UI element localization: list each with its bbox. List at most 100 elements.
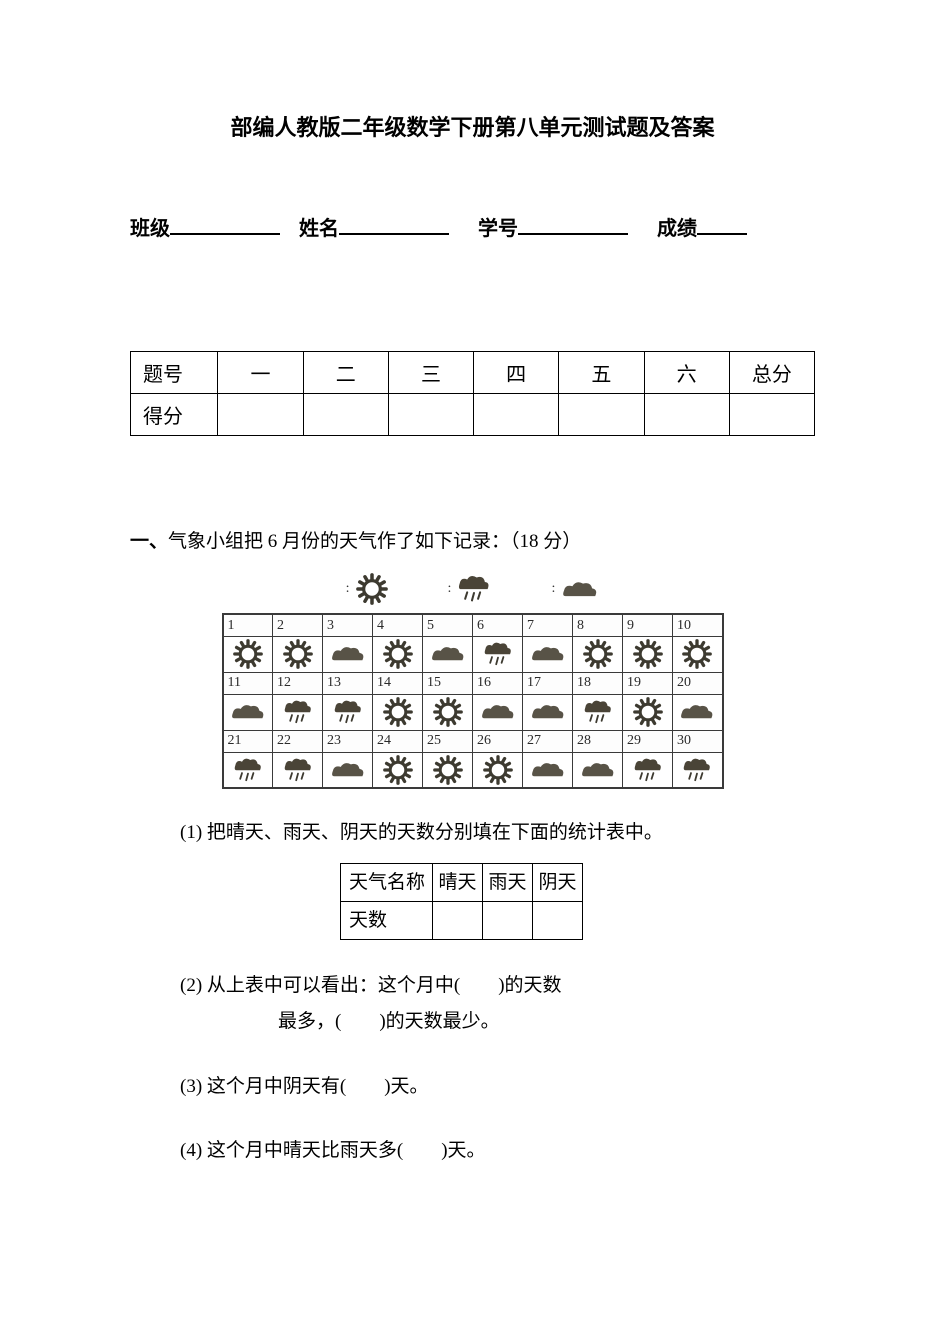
sunny-icon: [373, 636, 423, 672]
calendar-daynum: 8: [573, 614, 623, 636]
calendar-daynum: 30: [673, 730, 723, 752]
calendar-daynum-row: 12345678910: [223, 614, 723, 636]
cell-empty[interactable]: [303, 394, 388, 436]
score-table: 题号 一 二 三 四 五 六 总分 得分: [130, 351, 815, 436]
grade-label: 成绩: [657, 218, 697, 240]
calendar-daynum: 24: [373, 730, 423, 752]
cell-empty[interactable]: [218, 394, 303, 436]
rainy-icon: [273, 694, 323, 730]
calendar-daynum: 28: [573, 730, 623, 752]
cloudy-icon: [323, 636, 373, 672]
legend-rainy: :: [448, 573, 492, 605]
cell: 晴天: [433, 864, 483, 902]
cloudy-icon: [423, 636, 473, 672]
cell-empty[interactable]: [388, 394, 473, 436]
calendar-daynum: 7: [523, 614, 573, 636]
cell-empty[interactable]: [644, 394, 729, 436]
cell: 总分: [729, 352, 814, 394]
question-number: (1): [180, 822, 202, 843]
calendar-daynum: 23: [323, 730, 373, 752]
cell-header: 天气名称: [341, 864, 433, 902]
calendar-daynum-row: 11121314151617181920: [223, 672, 723, 694]
info-fields: 班级 姓名 学号 成绩: [130, 212, 815, 241]
cell-empty[interactable]: [729, 394, 814, 436]
calendar-daynum: 17: [523, 672, 573, 694]
cell-empty[interactable]: [483, 902, 533, 940]
sunny-icon: [356, 573, 388, 605]
question-text-cont: 最多，( )的天数最少。: [278, 1011, 500, 1032]
table-row: 得分: [131, 394, 815, 436]
calendar-daynum-row: 21222324252627282930: [223, 730, 723, 752]
section-text: 气象小组把 6 月份的天气作了如下记录：（18 分）: [168, 531, 581, 552]
question-4: (4) 这个月中晴天比雨天多( )天。: [180, 1133, 815, 1169]
question-number: (3): [180, 1076, 202, 1097]
question-text: 把晴天、雨天、阴天的天数分别填在下面的统计表中。: [207, 822, 663, 843]
calendar-daynum: 6: [473, 614, 523, 636]
sunny-icon: [673, 636, 723, 672]
sunny-icon: [573, 636, 623, 672]
cloudy-icon: [523, 752, 573, 788]
question-text: 从上表中可以看出：这个月中( )的天数: [207, 975, 562, 996]
calendar-daynum: 19: [623, 672, 673, 694]
sunny-icon: [423, 694, 473, 730]
sunny-icon: [623, 694, 673, 730]
legend-dots: :: [346, 585, 352, 593]
calendar-icon-row: [223, 636, 723, 672]
name-blank[interactable]: [339, 213, 449, 235]
cloudy-icon: [323, 752, 373, 788]
cloudy-icon: [573, 752, 623, 788]
question-number: (4): [180, 1140, 202, 1161]
name-label: 姓名: [299, 218, 339, 240]
cloudy-icon: [673, 694, 723, 730]
calendar-daynum: 3: [323, 614, 373, 636]
cell-header: 题号: [131, 352, 218, 394]
section-number: 一、: [130, 531, 168, 552]
legend-cloudy: :: [551, 573, 599, 605]
calendar-daynum: 9: [623, 614, 673, 636]
calendar-daynum: 27: [523, 730, 573, 752]
cloudy-icon: [223, 694, 273, 730]
calendar-daynum: 1: [223, 614, 273, 636]
calendar-daynum: 5: [423, 614, 473, 636]
rainy-icon: [223, 752, 273, 788]
page-title: 部编人教版二年级数学下册第八单元测试题及答案: [130, 110, 815, 142]
calendar-daynum: 2: [273, 614, 323, 636]
grade-blank[interactable]: [697, 213, 747, 235]
question-text: 这个月中晴天比雨天多( )天。: [207, 1140, 486, 1161]
question-number: (2): [180, 975, 202, 996]
calendar-icon-row: [223, 694, 723, 730]
cloudy-icon: [473, 694, 523, 730]
table-row: 天气名称 晴天 雨天 阴天: [341, 864, 583, 902]
question-text: 这个月中阴天有( )天。: [207, 1076, 429, 1097]
calendar-daynum: 20: [673, 672, 723, 694]
sunny-icon: [373, 694, 423, 730]
sunny-icon: [623, 636, 673, 672]
cell: 四: [474, 352, 559, 394]
cloudy-icon: [523, 694, 573, 730]
legend-dots: :: [448, 585, 454, 593]
cell-empty[interactable]: [474, 394, 559, 436]
calendar-daynum: 13: [323, 672, 373, 694]
cell-header: 天数: [341, 902, 433, 940]
cloudy-icon: [523, 636, 573, 672]
question-2: (2) 从上表中可以看出：这个月中( )的天数 最多，( )的天数最少。: [180, 968, 815, 1040]
class-blank[interactable]: [170, 213, 280, 235]
cell: 三: [388, 352, 473, 394]
sunny-icon: [423, 752, 473, 788]
id-label: 学号: [478, 218, 518, 240]
weather-calendar: 12345678910 11121314151617181920: [222, 613, 724, 789]
cell: 一: [218, 352, 303, 394]
class-label: 班级: [130, 218, 170, 240]
rainy-icon: [273, 752, 323, 788]
cell: 二: [303, 352, 388, 394]
id-blank[interactable]: [518, 213, 628, 235]
cell-empty[interactable]: [559, 394, 644, 436]
sunny-icon: [273, 636, 323, 672]
rainy-icon: [573, 694, 623, 730]
cell-empty[interactable]: [433, 902, 483, 940]
rain-icon: [457, 573, 491, 605]
calendar-daynum: 29: [623, 730, 673, 752]
cell-empty[interactable]: [533, 902, 583, 940]
calendar-daynum: 12: [273, 672, 323, 694]
cell: 雨天: [483, 864, 533, 902]
